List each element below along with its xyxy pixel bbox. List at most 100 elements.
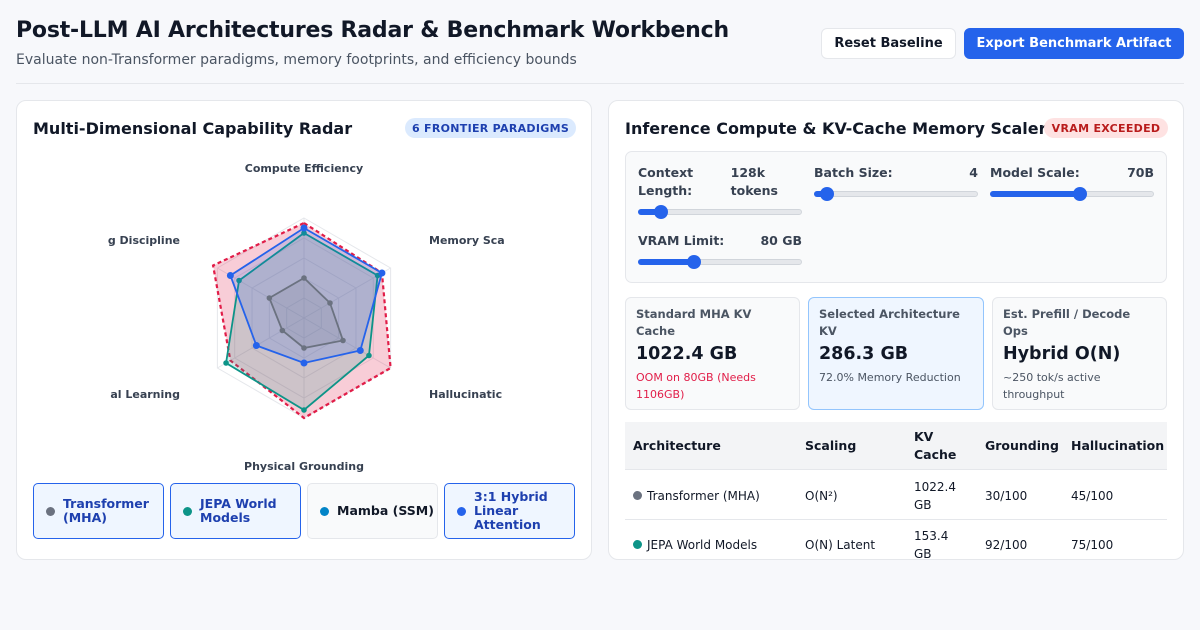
cell-scaling: O(N) Latent	[805, 537, 876, 552]
cell-hallucination: 45/100	[1071, 488, 1114, 503]
vram-exceeded-badge: VRAM EXCEEDED	[1044, 118, 1168, 138]
metric-value: 286.3 GB	[819, 344, 909, 364]
model-scale-label: Model Scale:	[990, 165, 1080, 180]
radar-data-point	[226, 272, 234, 279]
vram-limit-value: 80 GB	[760, 233, 802, 248]
architecture-name: Transformer (MHA)	[647, 488, 760, 503]
radar-card-title: Multi-Dimensional Capability Radar	[33, 119, 353, 138]
legend-hybrid-linear-attention[interactable]: 3:1 Hybrid Linear Attention	[444, 483, 575, 539]
radar-data-point	[301, 407, 307, 413]
radar-data-point	[327, 300, 333, 306]
context-length-value: 128k	[730, 165, 766, 180]
legend-label: Transformer (MHA)	[63, 496, 149, 525]
model-scale-slider[interactable]	[990, 187, 1154, 201]
axis-label-continual-learning: al Learning	[110, 388, 180, 401]
cell-architecture: JEPA World Models	[633, 520, 803, 559]
radar-data-point	[301, 230, 307, 236]
slider-thumb[interactable]	[653, 205, 668, 219]
scaler-card: Inference Compute & KV-Cache Memory Scal…	[608, 100, 1184, 560]
radar-data-point	[300, 359, 308, 367]
vram-limit-slider[interactable]	[638, 255, 802, 269]
context-length-label: Context	[638, 165, 694, 180]
slider-thumb[interactable]	[1073, 187, 1088, 201]
radar-card: Multi-Dimensional Capability Radar 6 FRO…	[16, 100, 592, 560]
vram-limit-label: VRAM Limit:	[638, 233, 725, 248]
radar-axis-line	[303, 317, 391, 369]
radar-data-point	[356, 347, 364, 354]
col-architecture[interactable]: Architecture	[633, 438, 721, 453]
table-row[interactable]: Transformer (MHA) O(N²) 1022.4 GB 30/100…	[625, 471, 1167, 520]
context-length-label-2: Length:	[638, 183, 693, 198]
col-scaling[interactable]: Scaling	[805, 438, 857, 453]
radar-series	[211, 221, 392, 420]
metric-selected-architecture-kv: Selected Architecture KV 286.3 GB 72.0% …	[808, 297, 984, 410]
col-kv-cache[interactable]: KV Cache	[914, 429, 957, 462]
legend-mamba-ssm[interactable]: Mamba (SSM)	[307, 483, 438, 539]
legend-dot-icon	[46, 506, 55, 516]
radar-data-point	[236, 277, 242, 284]
batch-size-value: 4	[969, 165, 978, 180]
metric-sub: 72.0% Memory Reduction	[819, 371, 961, 384]
cell-kv-cache: 153.4 GB	[914, 528, 949, 560]
legend-dot-icon	[457, 506, 466, 516]
radar-data-point	[252, 342, 260, 349]
capability-radar-chart: Compute Efficiency Memory Sca Hallucinat…	[108, 162, 505, 473]
metric-value: Hybrid O(N)	[1003, 344, 1121, 364]
context-length-control: Context Length: 128k tokens	[638, 164, 802, 220]
context-length-slider[interactable]	[638, 205, 802, 219]
legend-label: JEPA World Models	[200, 496, 277, 525]
metric-sub: OOM on 80GB (Needs 1106GB)	[636, 371, 756, 401]
cell-scaling: O(N²)	[805, 488, 838, 503]
axis-label-compute-efficiency: Compute Efficiency	[245, 162, 363, 175]
legend-transformer-mha[interactable]: Transformer (MHA)	[33, 483, 164, 539]
reset-baseline-button[interactable]: Reset Baseline	[821, 28, 956, 59]
row-dot-icon	[633, 491, 642, 500]
metric-label: Standard MHA KV Cache	[636, 307, 752, 338]
legend-jepa-world-models[interactable]: JEPA World Models	[170, 483, 301, 539]
context-length-unit: tokens	[730, 183, 778, 198]
cell-kv-cache: 1022.4 GB	[914, 479, 956, 512]
radar-axis-labels: Compute Efficiency Memory Sca Hallucinat…	[108, 162, 505, 473]
table-header: Architecture Scaling KV Cache Grounding …	[625, 422, 1167, 470]
legend-dot-icon	[320, 506, 329, 516]
batch-size-label: Batch Size:	[814, 165, 893, 180]
radar-data-point	[300, 224, 308, 232]
table-row[interactable]: JEPA World Models O(N) Latent 153.4 GB 9…	[625, 520, 1167, 560]
page-subtitle: Evaluate non-Transformer paradigms, memo…	[16, 52, 577, 68]
page-title: Post-LLM AI Architectures Radar & Benchm…	[16, 18, 729, 43]
slider-thumb[interactable]	[686, 255, 701, 269]
metric-sub: ~250 tok/s active throughput	[1003, 371, 1101, 401]
paradigms-badge: 6 FRONTIER PARADIGMS	[405, 118, 576, 138]
radar-axis-line	[217, 317, 305, 369]
radar-data-point	[340, 337, 346, 344]
axis-label-memory-scaling: Memory Sca	[429, 234, 505, 247]
metric-label: Selected Architecture KV	[819, 307, 960, 338]
batch-size-control: Batch Size: 4	[814, 164, 978, 220]
radar-data-point	[378, 269, 386, 277]
legend-dot-icon	[183, 506, 192, 516]
scaler-controls: Context Length: 128k tokens Batch Size: 4 …	[625, 151, 1167, 283]
batch-size-slider[interactable]	[814, 187, 978, 201]
cell-architecture: Transformer (MHA)	[633, 471, 803, 520]
page-header: Post-LLM AI Architectures Radar & Benchm…	[16, 18, 1184, 84]
vram-limit-control: VRAM Limit: 80 GB	[638, 232, 802, 272]
radar-data-point	[301, 275, 307, 281]
metric-standard-mha-kv: Standard MHA KV Cache 1022.4 GB OOM on 8…	[625, 297, 800, 410]
radar-data-point	[266, 295, 273, 301]
model-scale-control: Model Scale: 70B	[990, 164, 1154, 220]
radar-data-point	[301, 345, 307, 351]
architecture-name: JEPA World Models	[647, 537, 758, 552]
axis-label-hallucination: Hallucinatic	[429, 388, 502, 401]
col-hallucination[interactable]: Hallucination	[1071, 438, 1165, 453]
cell-grounding: 30/100	[985, 488, 1028, 503]
axis-label-physical-grounding: Physical Grounding	[244, 460, 364, 473]
radar-data-point	[366, 352, 372, 359]
legend-label: 3:1 Hybrid Linear Attention	[474, 489, 548, 532]
export-benchmark-button[interactable]: Export Benchmark Artifact	[964, 28, 1184, 59]
axis-label-reasoning-discipline: g Discipline	[108, 234, 180, 247]
legend-label: Mamba (SSM)	[337, 503, 434, 518]
metric-label: Est. Prefill / Decode Ops	[1003, 307, 1131, 338]
slider-thumb[interactable]	[820, 187, 835, 201]
col-grounding[interactable]: Grounding	[985, 438, 1059, 453]
metric-prefill-decode-ops: Est. Prefill / Decode Ops Hybrid O(N) ~2…	[992, 297, 1167, 410]
